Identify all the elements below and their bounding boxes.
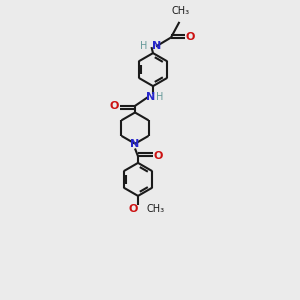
Text: CH₃: CH₃ [146,203,164,214]
Text: H: H [140,41,148,51]
Text: N: N [130,139,140,149]
Text: CH₃: CH₃ [172,7,190,16]
Text: O: O [110,101,119,111]
Text: O: O [154,151,163,161]
Text: N: N [152,41,161,51]
Text: H: H [156,92,163,102]
Text: N: N [146,92,155,102]
Text: O: O [128,203,138,214]
Text: O: O [185,32,195,43]
